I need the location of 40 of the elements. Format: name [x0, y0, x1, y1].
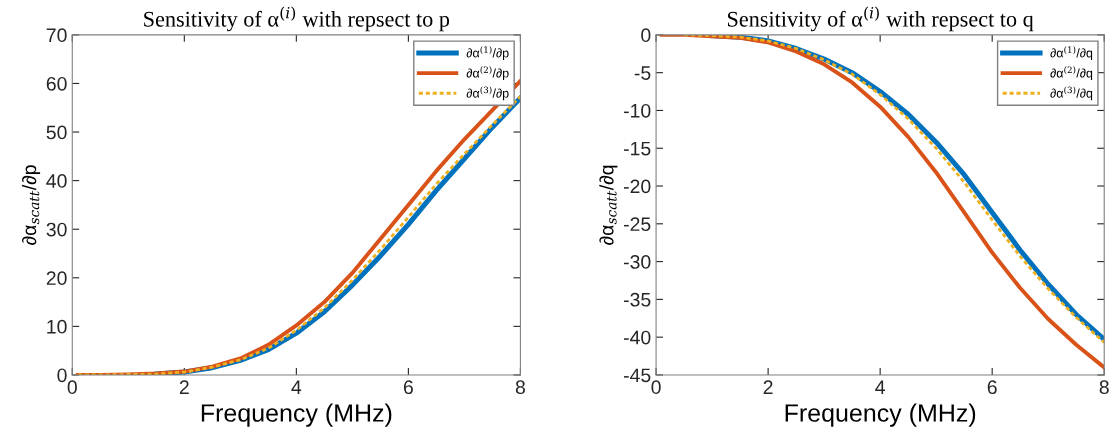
y-tick-label: 10	[47, 319, 67, 334]
legend-label: ∂α$^{(1)}$/∂p	[466, 46, 509, 60]
x-tick-label: 4	[875, 380, 885, 394]
x-tick-label: 6	[987, 380, 997, 395]
legend-label: ∂α$^{(2)}$/∂p	[466, 66, 509, 81]
y-axis-title: ∂α$_{scatt}$/∂q	[599, 165, 618, 245]
x-tick-label: 8	[1099, 380, 1109, 395]
y-tick-label: -40	[623, 330, 651, 345]
legend-label: ∂α$^{(3)}$/∂q	[1050, 86, 1093, 101]
chart-title: Sensitivity of α$^{(i)}$ with repsect to q	[727, 6, 1034, 32]
x-tick-label: 6	[403, 380, 413, 395]
y-tick-label: -35	[623, 292, 651, 307]
x-tick-label: 4	[291, 380, 302, 394]
y-tick-label: -30	[623, 255, 651, 269]
chart-title: Sensitivity of α$^{(i)}$ with repsect to p	[144, 6, 450, 32]
y-tick-label: 0	[57, 368, 67, 383]
x-tick-label: 2	[179, 380, 189, 394]
y-tick-label: 30	[46, 222, 67, 237]
y-tick-label: 0	[641, 28, 651, 43]
y-tick-label: 50	[46, 125, 67, 140]
y-axis-title: ∂α$_{scatt}$/∂p	[21, 165, 41, 245]
legend-label: ∂α$^{(2)}$/∂q	[1050, 66, 1093, 81]
x-tick-label: 0	[67, 380, 77, 395]
legend-label: ∂α$^{(1)}$/∂q	[1050, 46, 1093, 60]
y-tick-label: 70	[46, 28, 67, 43]
y-tick-label: 20	[46, 271, 67, 286]
y-tick-label: 40	[46, 174, 67, 188]
y-tick-label: -5	[634, 66, 651, 80]
x-tick-label: 8	[515, 380, 525, 395]
y-tick-label: -20	[623, 179, 651, 194]
y-tick-label: 60	[46, 76, 67, 91]
x-tick-label: 0	[651, 380, 661, 395]
y-tick-label: -25	[623, 217, 651, 232]
y-tick-label: -10	[623, 103, 651, 118]
x-axis-title: Frequency (MHz)	[785, 403, 976, 427]
y-tick-label: -15	[623, 141, 651, 156]
x-tick-label: 2	[763, 380, 773, 394]
legend-label: ∂α$^{(3)}$/∂p	[466, 86, 509, 101]
x-axis-title: Frequency (MHz)	[201, 403, 392, 427]
y-tick-label: -45	[623, 368, 651, 383]
